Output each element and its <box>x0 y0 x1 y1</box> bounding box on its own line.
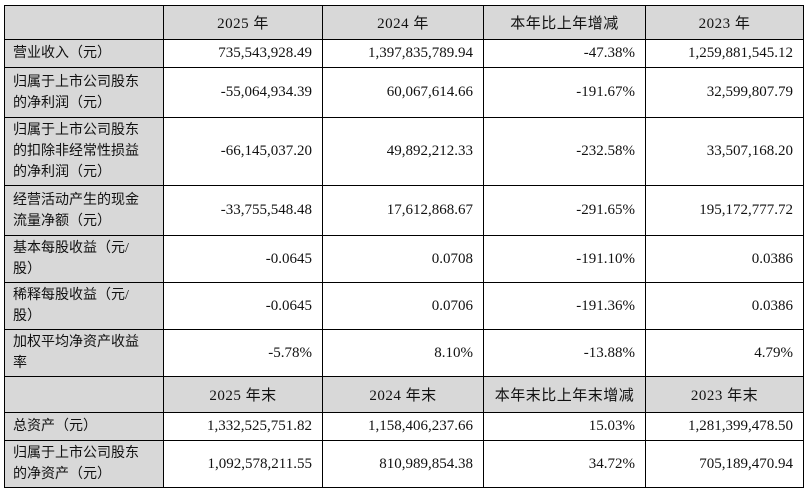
cell-value: -13.88% <box>483 329 646 377</box>
column-header-2023-end: 2023 年末 <box>645 376 804 413</box>
column-header-2023: 2023 年 <box>645 5 804 40</box>
cell-value: -33,755,548.48 <box>163 185 323 236</box>
cell-value: 0.0386 <box>645 235 804 283</box>
cell-value: 49,892,212.33 <box>322 117 484 186</box>
financial-summary-table: 2025 年 2024 年 本年比上年增减 2023 年 营业收入（元） 735… <box>4 5 804 488</box>
row-label: 加权平均净资产收益 率 <box>4 329 164 377</box>
cell-value: 34.72% <box>483 440 646 488</box>
cell-value: 1,092,578,211.55 <box>163 440 323 488</box>
table-row-revenue: 营业收入（元） 735,543,928.49 1,397,835,789.94 … <box>4 39 804 68</box>
cell-value: -0.0645 <box>163 235 323 283</box>
cell-value: 1,332,525,751.82 <box>163 412 323 441</box>
cell-value: 8.10% <box>322 329 484 377</box>
cell-value: -47.38% <box>483 39 646 68</box>
table-header-row-year-end: 2025 年末 2024 年末 本年末比上年末增减 2023 年末 <box>4 376 804 413</box>
cell-value: 1,281,399,478.50 <box>645 412 804 441</box>
cell-value: 810,989,854.38 <box>322 440 484 488</box>
column-header-2025-end: 2025 年末 <box>163 376 323 413</box>
table-row-diluted-eps: 稀释每股收益（元/ 股） -0.0645 0.0706 -191.36% 0.0… <box>4 282 804 330</box>
table-row-net-profit: 归属于上市公司股东 的净利润（元） -55,064,934.39 60,067,… <box>4 67 804 118</box>
table-header-row-annual: 2025 年 2024 年 本年比上年增减 2023 年 <box>4 5 804 40</box>
cell-value: 195,172,777.72 <box>645 185 804 236</box>
column-header-yoy-end-change: 本年末比上年末增减 <box>483 376 646 413</box>
cell-value: 17,612,868.67 <box>322 185 484 236</box>
cell-value: 15.03% <box>483 412 646 441</box>
table-row-net-profit-excl-nonrecurring: 归属于上市公司股东 的扣除非经常性损益 的净利润（元） -66,145,037.… <box>4 117 804 186</box>
cell-value: 705,189,470.94 <box>645 440 804 488</box>
column-header-2024-end: 2024 年末 <box>322 376 484 413</box>
header-corner-cell <box>4 5 164 40</box>
cell-value: 0.0708 <box>322 235 484 283</box>
table-row-total-assets: 总资产（元） 1,332,525,751.82 1,158,406,237.66… <box>4 412 804 441</box>
cell-value: -55,064,934.39 <box>163 67 323 118</box>
row-label: 归属于上市公司股东 的净资产（元） <box>4 440 164 488</box>
row-label: 总资产（元） <box>4 412 164 441</box>
row-label: 归属于上市公司股东 的净利润（元） <box>4 67 164 118</box>
cell-value: -191.67% <box>483 67 646 118</box>
header-corner-cell <box>4 376 164 413</box>
table-row-operating-cash-flow: 经营活动产生的现金 流量净额（元） -33,755,548.48 17,612,… <box>4 185 804 236</box>
column-header-2024: 2024 年 <box>322 5 484 40</box>
cell-value: -191.10% <box>483 235 646 283</box>
table-row-basic-eps: 基本每股收益（元/ 股） -0.0645 0.0708 -191.10% 0.0… <box>4 235 804 283</box>
cell-value: -191.36% <box>483 282 646 330</box>
cell-value: 735,543,928.49 <box>163 39 323 68</box>
cell-value: -232.58% <box>483 117 646 186</box>
column-header-2025: 2025 年 <box>163 5 323 40</box>
table-row-weighted-avg-roe: 加权平均净资产收益 率 -5.78% 8.10% -13.88% 4.79% <box>4 329 804 377</box>
cell-value: -0.0645 <box>163 282 323 330</box>
cell-value: 60,067,614.66 <box>322 67 484 118</box>
row-label: 基本每股收益（元/ 股） <box>4 235 164 283</box>
row-label: 归属于上市公司股东 的扣除非经常性损益 的净利润（元） <box>4 117 164 186</box>
table-row-net-assets: 归属于上市公司股东 的净资产（元） 1,092,578,211.55 810,9… <box>4 440 804 488</box>
cell-value: -291.65% <box>483 185 646 236</box>
financial-summary-table-wrapper: 2025 年 2024 年 本年比上年增减 2023 年 营业收入（元） 735… <box>4 5 804 488</box>
row-label: 营业收入（元） <box>4 39 164 68</box>
cell-value: -66,145,037.20 <box>163 117 323 186</box>
row-label: 稀释每股收益（元/ 股） <box>4 282 164 330</box>
cell-value: -5.78% <box>163 329 323 377</box>
cell-value: 1,259,881,545.12 <box>645 39 804 68</box>
column-header-yoy-change: 本年比上年增减 <box>483 5 646 40</box>
cell-value: 4.79% <box>645 329 804 377</box>
cell-value: 1,158,406,237.66 <box>322 412 484 441</box>
cell-value: 0.0386 <box>645 282 804 330</box>
row-label: 经营活动产生的现金 流量净额（元） <box>4 185 164 236</box>
cell-value: 32,599,807.79 <box>645 67 804 118</box>
cell-value: 33,507,168.20 <box>645 117 804 186</box>
cell-value: 0.0706 <box>322 282 484 330</box>
cell-value: 1,397,835,789.94 <box>322 39 484 68</box>
